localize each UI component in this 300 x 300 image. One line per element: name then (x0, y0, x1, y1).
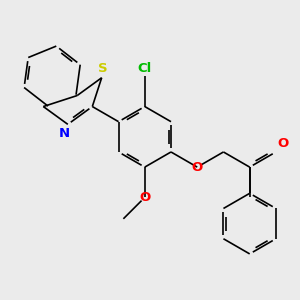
Text: S: S (98, 62, 108, 75)
Text: N: N (58, 127, 70, 140)
Text: Cl: Cl (138, 62, 152, 75)
Text: O: O (139, 191, 150, 204)
Text: O: O (278, 137, 289, 151)
Text: O: O (192, 160, 203, 174)
